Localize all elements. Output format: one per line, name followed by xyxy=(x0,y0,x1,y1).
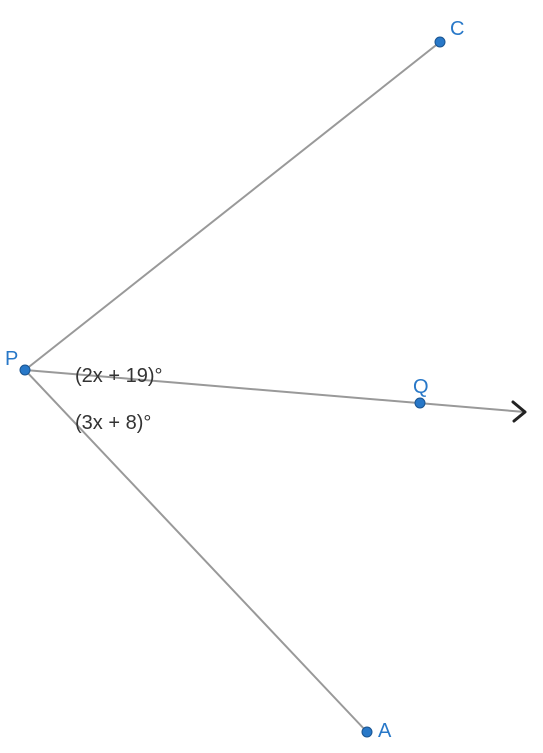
angle-label-lower: (3x + 8)° xyxy=(75,412,151,435)
point-q xyxy=(415,398,425,408)
angle-label-upper: (2x + 19)° xyxy=(75,365,162,388)
label-a: A xyxy=(378,720,391,743)
label-q: Q xyxy=(413,376,429,399)
point-a xyxy=(362,727,372,737)
point-p xyxy=(20,365,30,375)
point-c xyxy=(435,37,445,47)
ray-pc xyxy=(25,42,440,370)
label-p: P xyxy=(5,348,18,371)
label-c: C xyxy=(450,18,464,41)
